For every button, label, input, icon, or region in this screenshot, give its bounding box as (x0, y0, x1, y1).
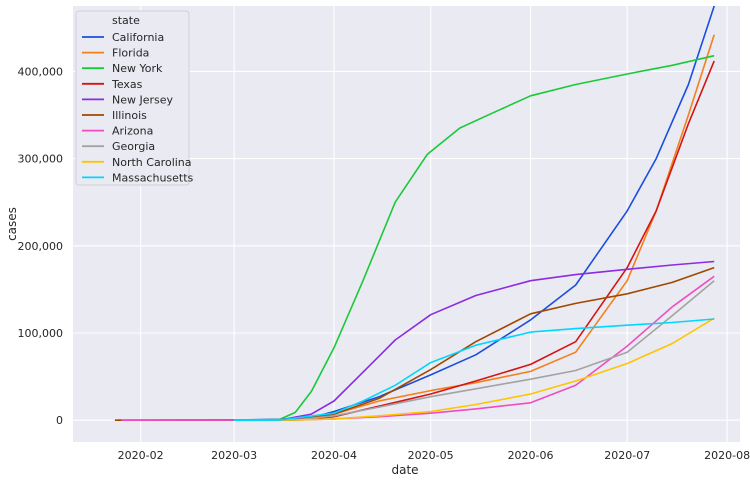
y-axis-title: cases (5, 207, 19, 241)
y-tick-label: 300,000 (18, 153, 64, 166)
series-lines (114, 5, 715, 421)
series-line-massachusetts (234, 318, 715, 421)
legend-label: Florida (112, 47, 149, 60)
x-tick-label: 2020-02 (118, 449, 164, 462)
series-line-north-carolina (234, 317, 715, 421)
legend-label: Arizona (112, 125, 153, 138)
x-tick-label: 2020-06 (508, 449, 554, 462)
x-tick-label: 2020-03 (211, 449, 257, 462)
legend-label: Illinois (112, 109, 147, 122)
legend-items: California Florida New York Texas New Jersey… (82, 31, 194, 184)
legend-label: North Carolina (112, 156, 192, 169)
legend-label: Massachusetts (112, 171, 194, 184)
legend-label: California (112, 31, 164, 44)
y-axis-ticks: 0 100,000 200,000 300,000 400,000 (18, 65, 64, 427)
x-tick-label: 2020-05 (408, 449, 454, 462)
legend-label: Georgia (112, 140, 155, 153)
x-axis-title: date (391, 463, 418, 477)
legend-title: state (112, 14, 140, 27)
series-line-new-york (234, 54, 715, 421)
legend-box (75, 10, 190, 186)
legend-label: New Jersey (112, 93, 174, 106)
x-tick-label: 2020-07 (604, 449, 650, 462)
legend-label: Texas (111, 78, 143, 91)
y-tick-label: 200,000 (18, 240, 64, 253)
series-line-illinois (114, 266, 715, 421)
y-tick-label: 100,000 (18, 327, 64, 340)
y-tick-label: 0 (56, 414, 63, 427)
x-tick-label: 2020-04 (311, 449, 357, 462)
y-tick-label: 400,000 (18, 65, 64, 78)
legend-label: New York (112, 62, 163, 75)
series-line-georgia (234, 280, 715, 421)
x-axis-ticks: 2020-02 2020-03 2020-04 2020-05 2020-06 2020-… (118, 449, 750, 462)
legend: state California Florida New York Texas New … (75, 10, 194, 186)
x-tick-label: 2020-08 (704, 449, 750, 462)
series-line-new-jersey (234, 260, 715, 421)
